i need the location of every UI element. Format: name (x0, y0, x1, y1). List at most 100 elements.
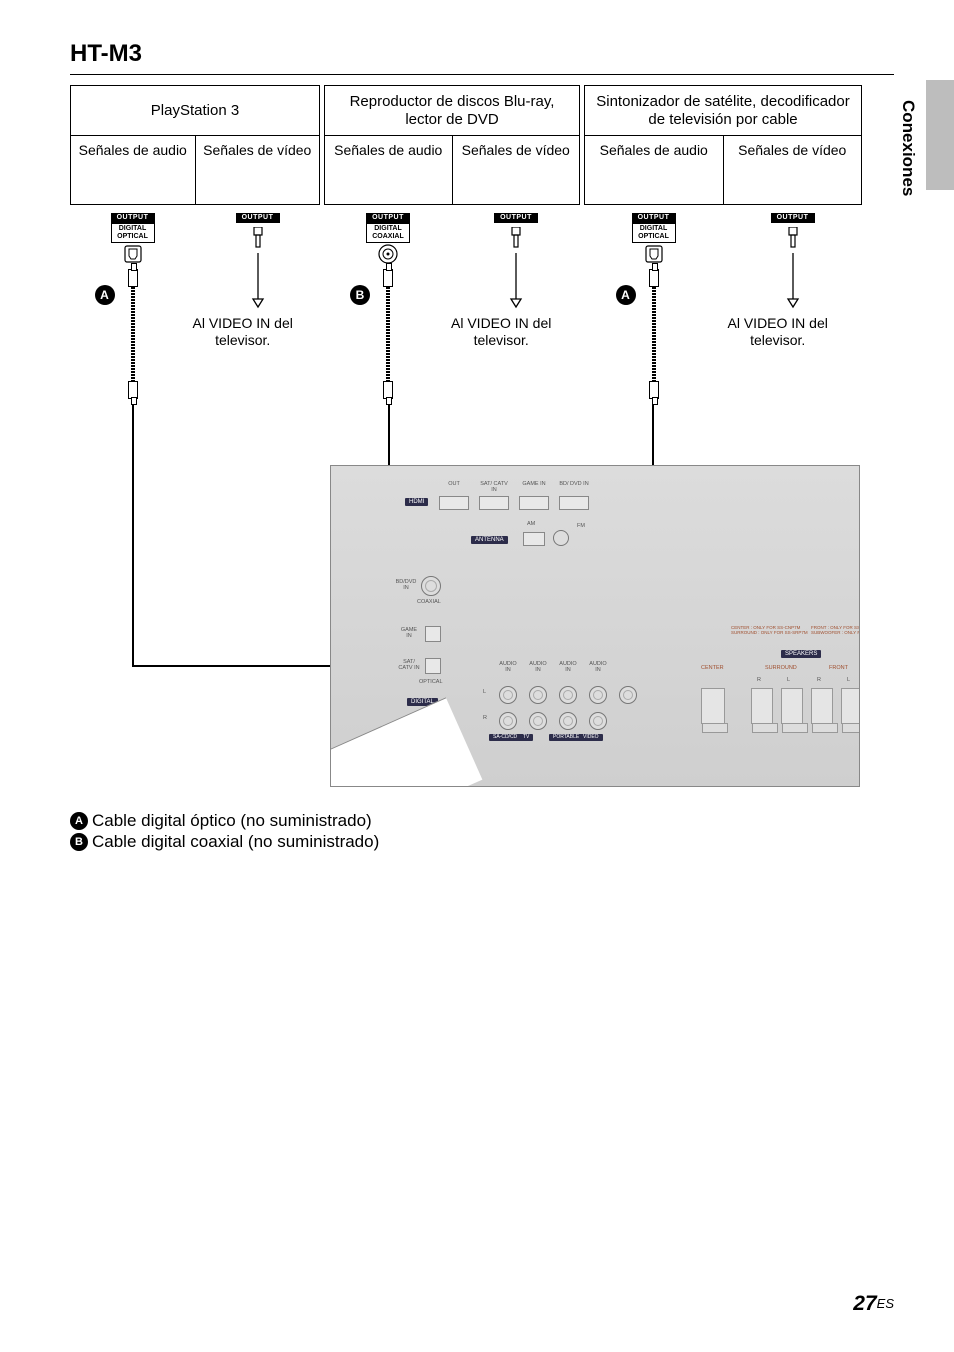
video-jack-icon (251, 227, 265, 254)
speaker-terminal (811, 688, 833, 724)
cable (380, 269, 396, 399)
rca-l-label: L (483, 690, 486, 696)
connection-line (132, 665, 350, 667)
fm-label: FM (577, 524, 585, 530)
hdmi-port-label: SAT/ CATV IN (477, 482, 511, 493)
receiver-cutaway (330, 697, 482, 787)
hdmi-port (519, 496, 549, 510)
page-suffix: ES (877, 1296, 894, 1311)
speaker-lr-label: R (757, 678, 761, 684)
legend-badge-a: A (70, 812, 88, 830)
output-label-video: OUTPUT (494, 213, 538, 223)
audio-col-label: AUDIOIN (551, 662, 585, 673)
hdmi-port-label: BD/ DVD IN (557, 482, 591, 488)
speaker-terminal (751, 688, 773, 724)
title-rule (70, 74, 894, 75)
coaxial-in-port (421, 576, 441, 596)
hdmi-port (479, 496, 509, 510)
hdmi-port-label: GAME IN (517, 482, 551, 488)
cable-badge: A (95, 285, 115, 305)
audio-col-label: AUDIOIN (491, 662, 525, 673)
rca-port (559, 712, 577, 730)
connection-line (132, 405, 134, 665)
audio-col-label: AUDIOIN (521, 662, 555, 673)
video-jack-icon (786, 227, 800, 254)
output-label-video: OUTPUT (771, 213, 815, 223)
speaker-lr-label: L (787, 678, 790, 684)
audio-col-name: SA-CD/CD (489, 734, 521, 741)
page-number: 27 (853, 1292, 876, 1315)
page-footer: 27ES (853, 1292, 894, 1316)
optical-in-label: SAT/CATV IN (395, 660, 423, 671)
rca-port (589, 712, 607, 730)
device-box: Sintonizador de satélite, decodificador … (584, 85, 862, 205)
fm-port (553, 530, 569, 546)
device-box: PlayStation 3 Señales de audio Señales d… (70, 85, 320, 205)
speaker-terminal (781, 688, 803, 724)
device-video-col: Señales de vídeo (452, 136, 580, 204)
output-label-audio: OUTPUTDIGITALOPTICAL (632, 213, 676, 243)
audio-col-name: VIDEO (579, 734, 603, 741)
video-jack-icon (509, 227, 523, 254)
legend-item-a: A Cable digital óptico (no suministrado) (70, 810, 379, 831)
rca-port (619, 686, 637, 704)
device-header: Reproductor de discos Blu-ray, lector de… (325, 86, 579, 136)
speaker-note: CENTER : ONLY FOR SS-CNP7M SURROUND : ON… (731, 626, 821, 635)
optical-in-port (425, 658, 441, 674)
rca-port (529, 686, 547, 704)
output-label-video: OUTPUT (236, 213, 280, 223)
rca-port (559, 686, 577, 704)
section-tab-bg (926, 80, 954, 190)
rca-port (589, 686, 607, 704)
cable (646, 269, 662, 399)
optical-label: OPTICAL (419, 680, 443, 686)
rca-port (499, 686, 517, 704)
audio-col-name: TV (519, 734, 533, 741)
hdmi-port (439, 496, 469, 510)
legend: A Cable digital óptico (no suministrado)… (70, 810, 379, 853)
speakers-label: SPEAKERS (781, 650, 821, 658)
device-video-col: Señales de vídeo (195, 136, 320, 204)
cable (125, 269, 141, 399)
legend-text-b: Cable digital coaxial (no suministrado) (92, 831, 379, 852)
rca-port (499, 712, 517, 730)
device-video-col: Señales de vídeo (723, 136, 862, 204)
connection-diagram: PlayStation 3 Señales de audio Señales d… (70, 85, 862, 795)
optical-in-label: GAMEIN (395, 628, 423, 639)
video-in-note: Al VIDEO IN deltelevisor. (451, 315, 551, 349)
device-audio-col: Señales de audio (71, 136, 195, 204)
legend-badge-b: B (70, 833, 88, 851)
hdmi-port (559, 496, 589, 510)
rca-port (529, 712, 547, 730)
bd-dvd-in-label: BD/DVDIN (393, 580, 419, 591)
arrow-down-icon (786, 253, 800, 309)
rcv-hdmi-label: HDMI (405, 498, 428, 506)
am-port (523, 532, 545, 546)
device-audio-col: Señales de audio (585, 136, 723, 204)
device-box: Reproductor de discos Blu-ray, lector de… (324, 85, 580, 205)
arrow-down-icon (509, 253, 523, 309)
speaker-note: FRONT : ONLY FOR SS-MSP7M SUBWOOFER : ON… (811, 626, 860, 635)
rcv-antenna-label: ANTENNA (471, 536, 508, 544)
speaker-group-label: SURROUND (765, 666, 797, 672)
coaxial-label: COAXIAL (417, 600, 441, 606)
legend-text-a: Cable digital óptico (no suministrado) (92, 810, 372, 831)
device-audio-col: Señales de audio (325, 136, 452, 204)
legend-item-b: B Cable digital coaxial (no suministrado… (70, 831, 379, 852)
output-label-audio: OUTPUTDIGITALOPTICAL (111, 213, 155, 243)
arrow-down-icon (251, 253, 265, 309)
speaker-lr-label: L (847, 678, 850, 684)
video-in-note: Al VIDEO IN deltelevisor. (728, 315, 828, 349)
optical-in-port (425, 626, 441, 642)
speaker-group-label: FRONT (829, 666, 848, 672)
audio-col-label: AUDIOIN (581, 662, 615, 673)
speaker-terminal (701, 688, 725, 724)
section-tab: Conexiones (898, 100, 918, 196)
video-in-note: Al VIDEO IN deltelevisor. (193, 315, 293, 349)
cable-badge: A (616, 285, 636, 305)
device-header: PlayStation 3 (71, 86, 319, 136)
cable-badge: B (350, 285, 370, 305)
device-header: Sintonizador de satélite, decodificador … (585, 86, 861, 136)
page-title: HT-M3 (70, 40, 894, 68)
am-label: AM (527, 522, 535, 528)
